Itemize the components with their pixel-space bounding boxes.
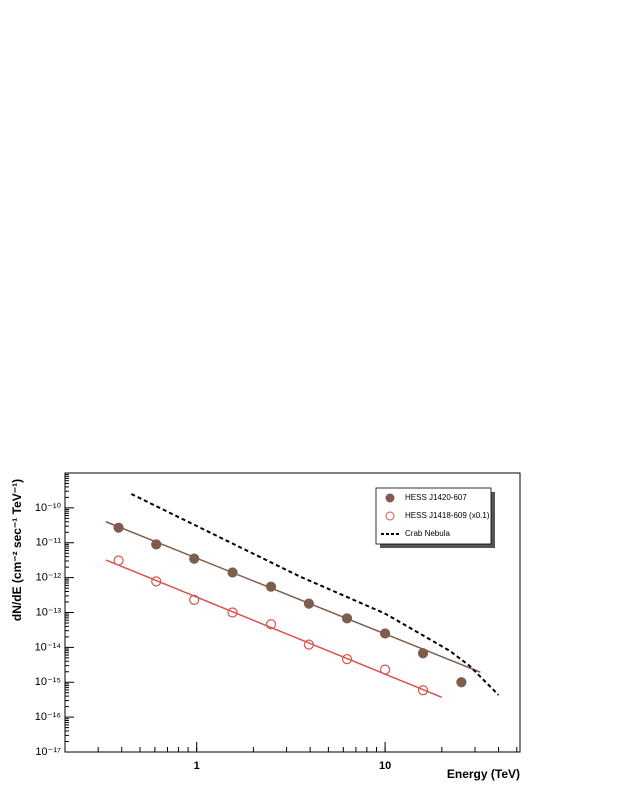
point: [113, 555, 124, 566]
y-tick-label: 10⁻¹⁴: [35, 641, 62, 653]
point: [151, 539, 162, 550]
point: [379, 628, 391, 639]
point: [303, 639, 314, 650]
point: [417, 648, 429, 659]
point: [379, 664, 391, 675]
point: [265, 619, 277, 630]
point: [113, 522, 124, 533]
x-tick-label: 1: [194, 760, 200, 772]
x-axis-title: Energy (TeV): [447, 767, 520, 781]
point: [227, 567, 238, 578]
legend-swatch: [385, 511, 395, 521]
point: [456, 677, 467, 688]
point: [417, 685, 429, 696]
x-tick-label: 10: [379, 760, 391, 772]
y-tick-label: 10⁻¹³: [36, 606, 62, 618]
y-tick-label: 10⁻¹⁵: [35, 676, 61, 688]
point: [189, 553, 200, 564]
y-tick-label: 10⁻¹¹: [36, 537, 62, 549]
legend-label: HESS J1418-609 (x0.1): [405, 511, 490, 520]
line: [130, 493, 500, 696]
point: [341, 613, 353, 624]
point: [227, 607, 238, 618]
fit-line: [105, 559, 443, 699]
legend-label: HESS J1420-607: [405, 493, 467, 502]
point: [303, 598, 314, 609]
y-tick-label: 10⁻¹⁶: [35, 711, 61, 723]
y-tick-label: 10⁻¹²: [36, 572, 62, 584]
legend-label: Crab Nebula: [405, 529, 450, 538]
legend-swatch: [385, 493, 395, 503]
legend: [375, 487, 492, 545]
y-tick-label: 10⁻¹⁰: [35, 502, 62, 514]
fit-line: [105, 521, 481, 673]
y-axis-title: dN/dE (cm⁻² sec⁻¹ TeV⁻¹): [10, 479, 24, 621]
point: [151, 576, 162, 587]
point: [265, 581, 277, 592]
point: [341, 654, 353, 665]
y-tick-label: 10⁻¹⁷: [35, 746, 61, 758]
point: [189, 594, 200, 605]
